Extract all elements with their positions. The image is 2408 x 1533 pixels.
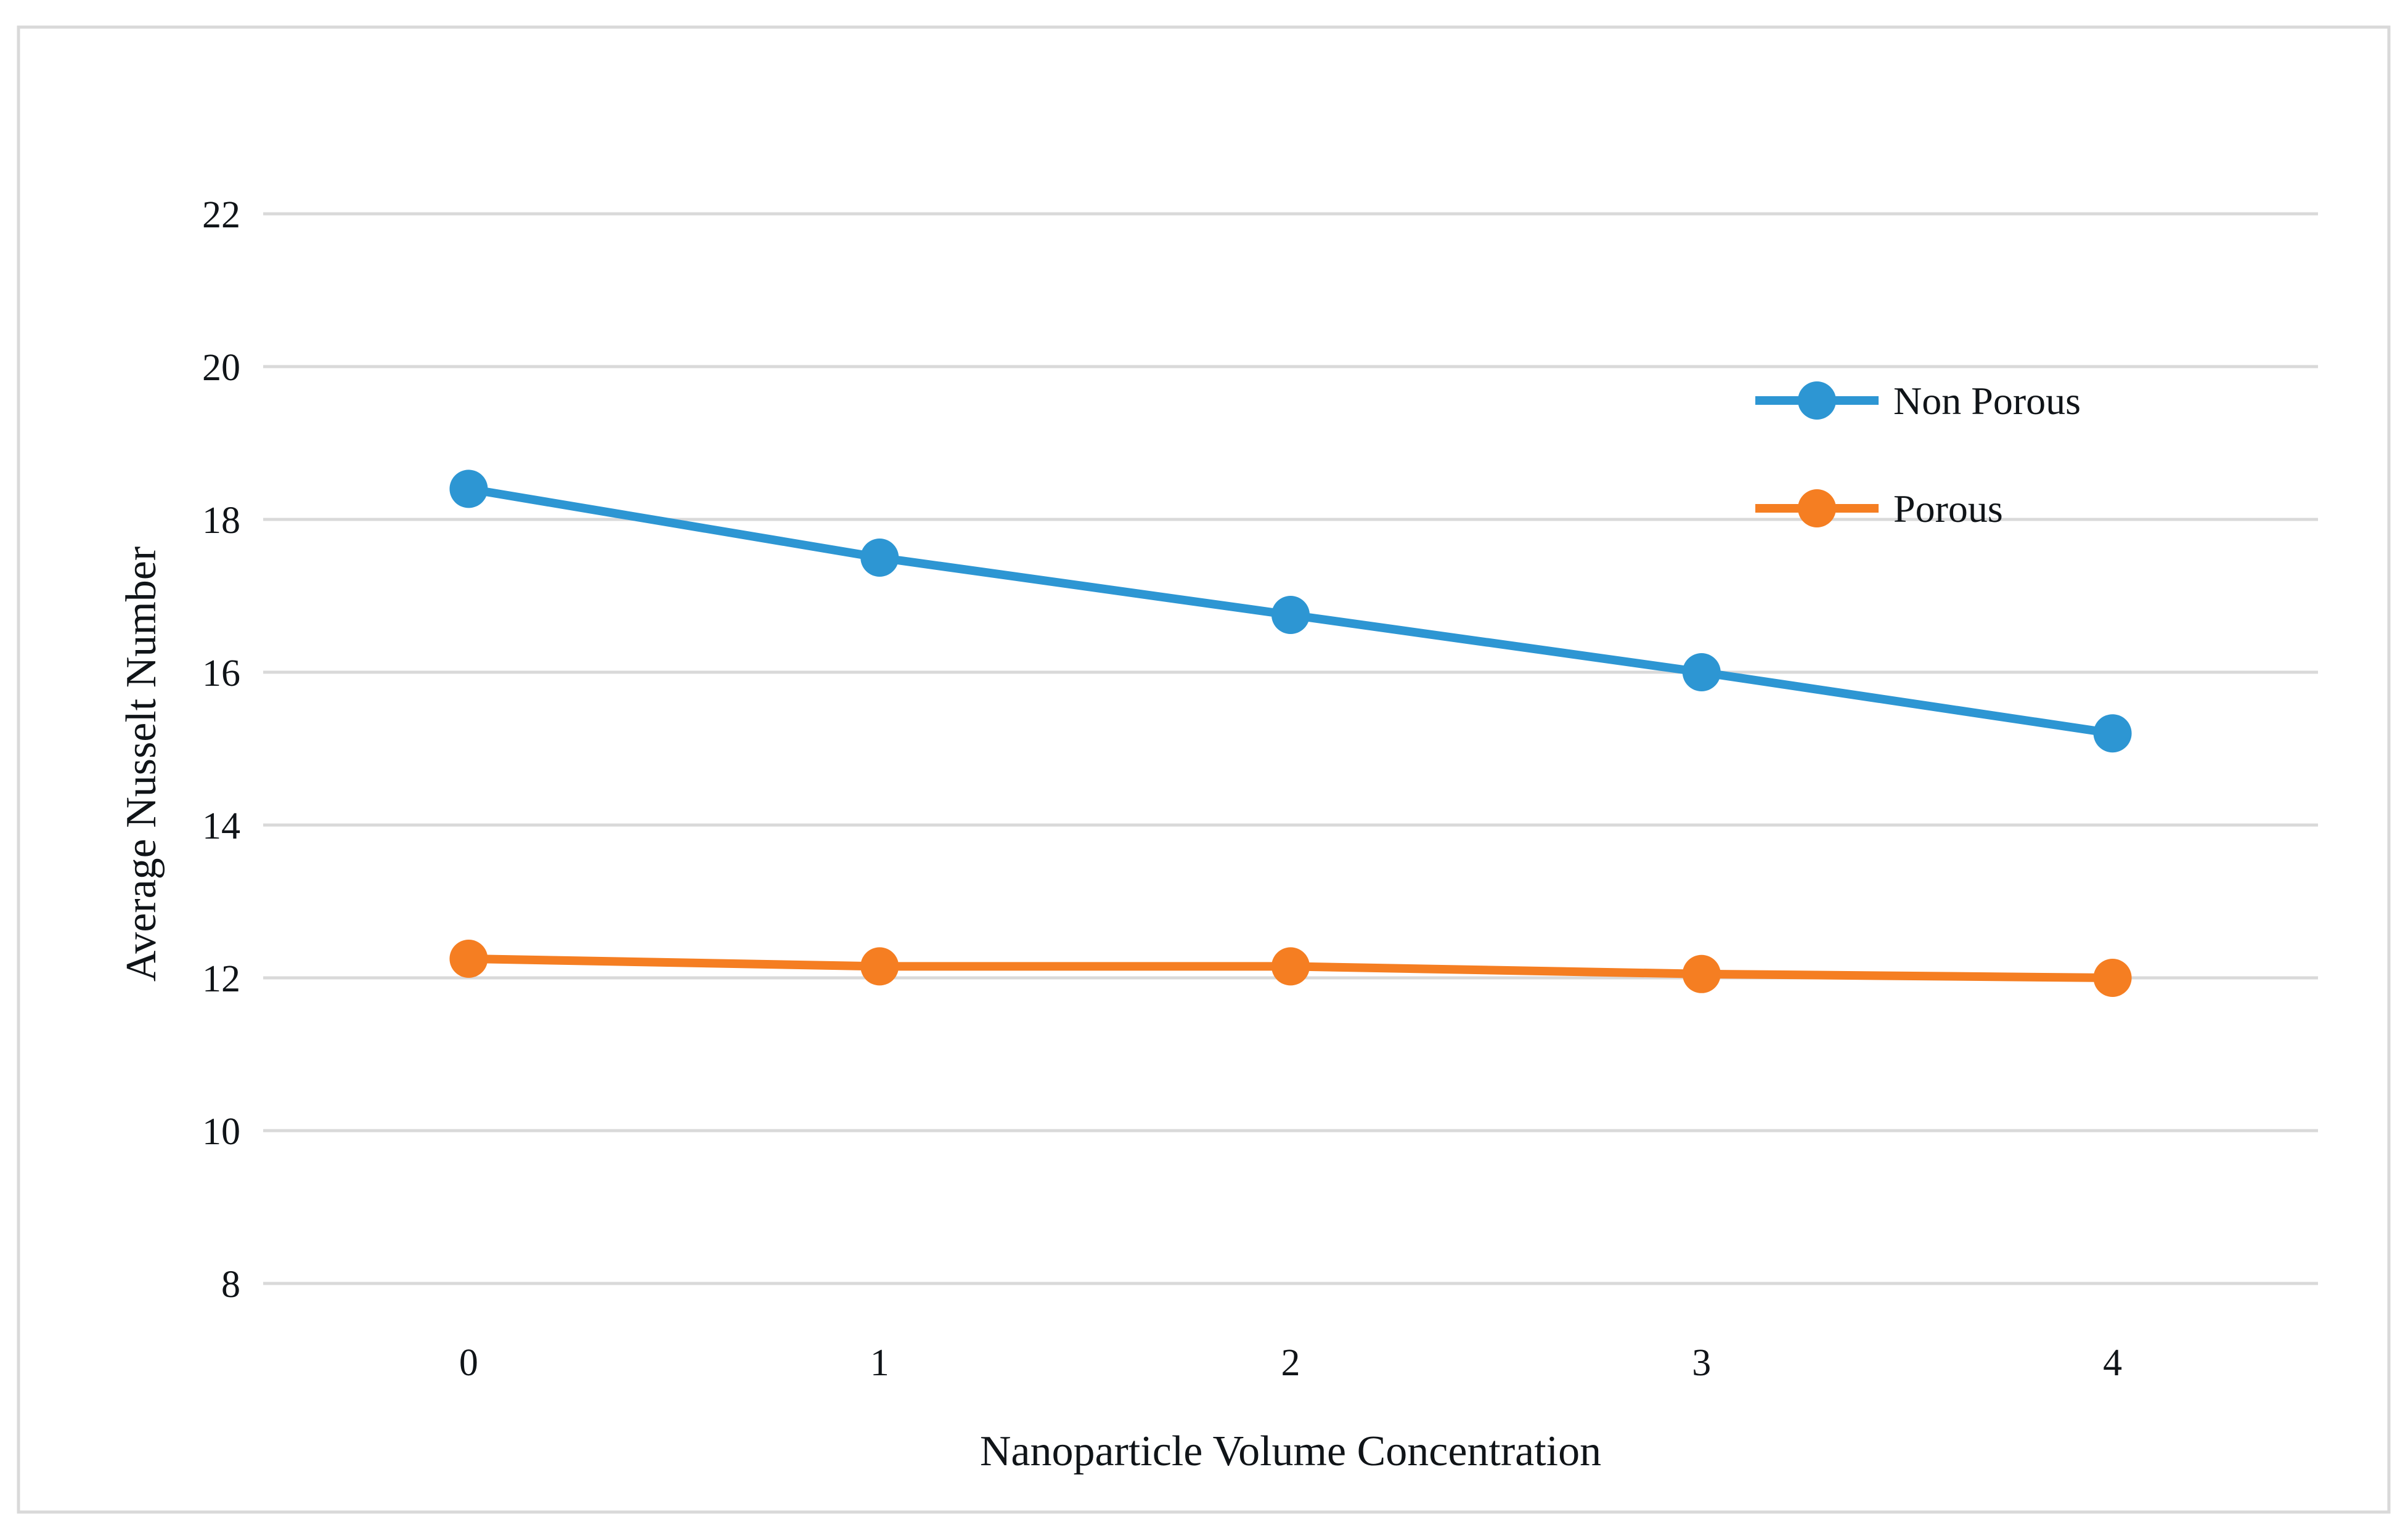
series-non-porous bbox=[449, 470, 2132, 753]
legend-label: Non Porous bbox=[1893, 379, 2081, 423]
data-point-marker bbox=[860, 539, 899, 577]
data-point-marker bbox=[1682, 954, 1721, 993]
x-tick-label-1: 1 bbox=[870, 1342, 889, 1384]
data-point-marker bbox=[449, 470, 488, 508]
y-tick-label-12: 12 bbox=[202, 958, 240, 1000]
legend-marker-circle bbox=[1798, 381, 1836, 420]
data-point-marker bbox=[1271, 596, 1310, 634]
chart-border bbox=[17, 25, 2391, 1514]
y-tick-label-14: 14 bbox=[202, 805, 240, 847]
y-tick-label-8: 8 bbox=[221, 1264, 240, 1306]
data-point-marker bbox=[2093, 714, 2132, 753]
y-axis-title: Average Nusselt Number bbox=[118, 547, 165, 982]
data-point-marker bbox=[1682, 653, 1721, 691]
y-tick-label-20: 20 bbox=[202, 347, 240, 389]
legend: Non Porous Porous bbox=[1755, 379, 2081, 531]
x-tick-label-2: 2 bbox=[1281, 1342, 1300, 1384]
data-point-marker bbox=[449, 940, 488, 978]
x-tick-label-4: 4 bbox=[2103, 1342, 2122, 1384]
data-point-marker bbox=[1271, 947, 1310, 986]
legend-label: Porous bbox=[1893, 487, 2003, 531]
series-porous bbox=[449, 940, 2132, 997]
x-axis-title: Nanoparticle Volume Concentration bbox=[980, 1428, 1601, 1475]
x-tick-label-3: 3 bbox=[1692, 1342, 1711, 1384]
data-point-marker bbox=[860, 947, 899, 986]
data-point-marker bbox=[2093, 959, 2132, 997]
series-layer bbox=[449, 470, 2132, 997]
y-tick-label-18: 18 bbox=[202, 500, 240, 542]
y-tick-label-22: 22 bbox=[202, 194, 240, 236]
y-tick-label-10: 10 bbox=[202, 1111, 240, 1153]
legend-item-porous: Porous bbox=[1755, 487, 2003, 531]
legend-item-non-porous: Non Porous bbox=[1755, 379, 2081, 423]
y-tick-label-16: 16 bbox=[202, 653, 240, 694]
legend-marker-circle bbox=[1798, 489, 1836, 527]
x-tick-label-0: 0 bbox=[459, 1342, 478, 1384]
